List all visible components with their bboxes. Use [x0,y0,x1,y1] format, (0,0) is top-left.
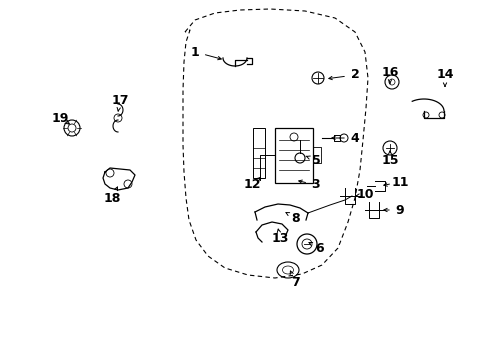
Text: 18: 18 [103,192,121,204]
Text: 1: 1 [190,45,199,58]
Text: 9: 9 [395,203,404,216]
Text: 7: 7 [290,275,299,288]
Text: 16: 16 [381,66,398,78]
Text: 8: 8 [291,211,300,225]
Bar [274,128,312,183]
Text: 11: 11 [390,175,408,189]
Text: 14: 14 [435,68,453,81]
Text: 5: 5 [311,153,320,166]
Text: 4: 4 [350,131,359,144]
Text: 15: 15 [381,153,398,166]
Text: 19: 19 [51,112,68,125]
Bar [252,128,264,178]
Text: 17: 17 [111,94,128,107]
Text: 3: 3 [311,179,320,192]
Text: 2: 2 [350,68,359,81]
Text: 10: 10 [356,189,373,202]
Text: 12: 12 [243,179,260,192]
Text: 6: 6 [315,242,324,255]
Text: 13: 13 [271,231,288,244]
